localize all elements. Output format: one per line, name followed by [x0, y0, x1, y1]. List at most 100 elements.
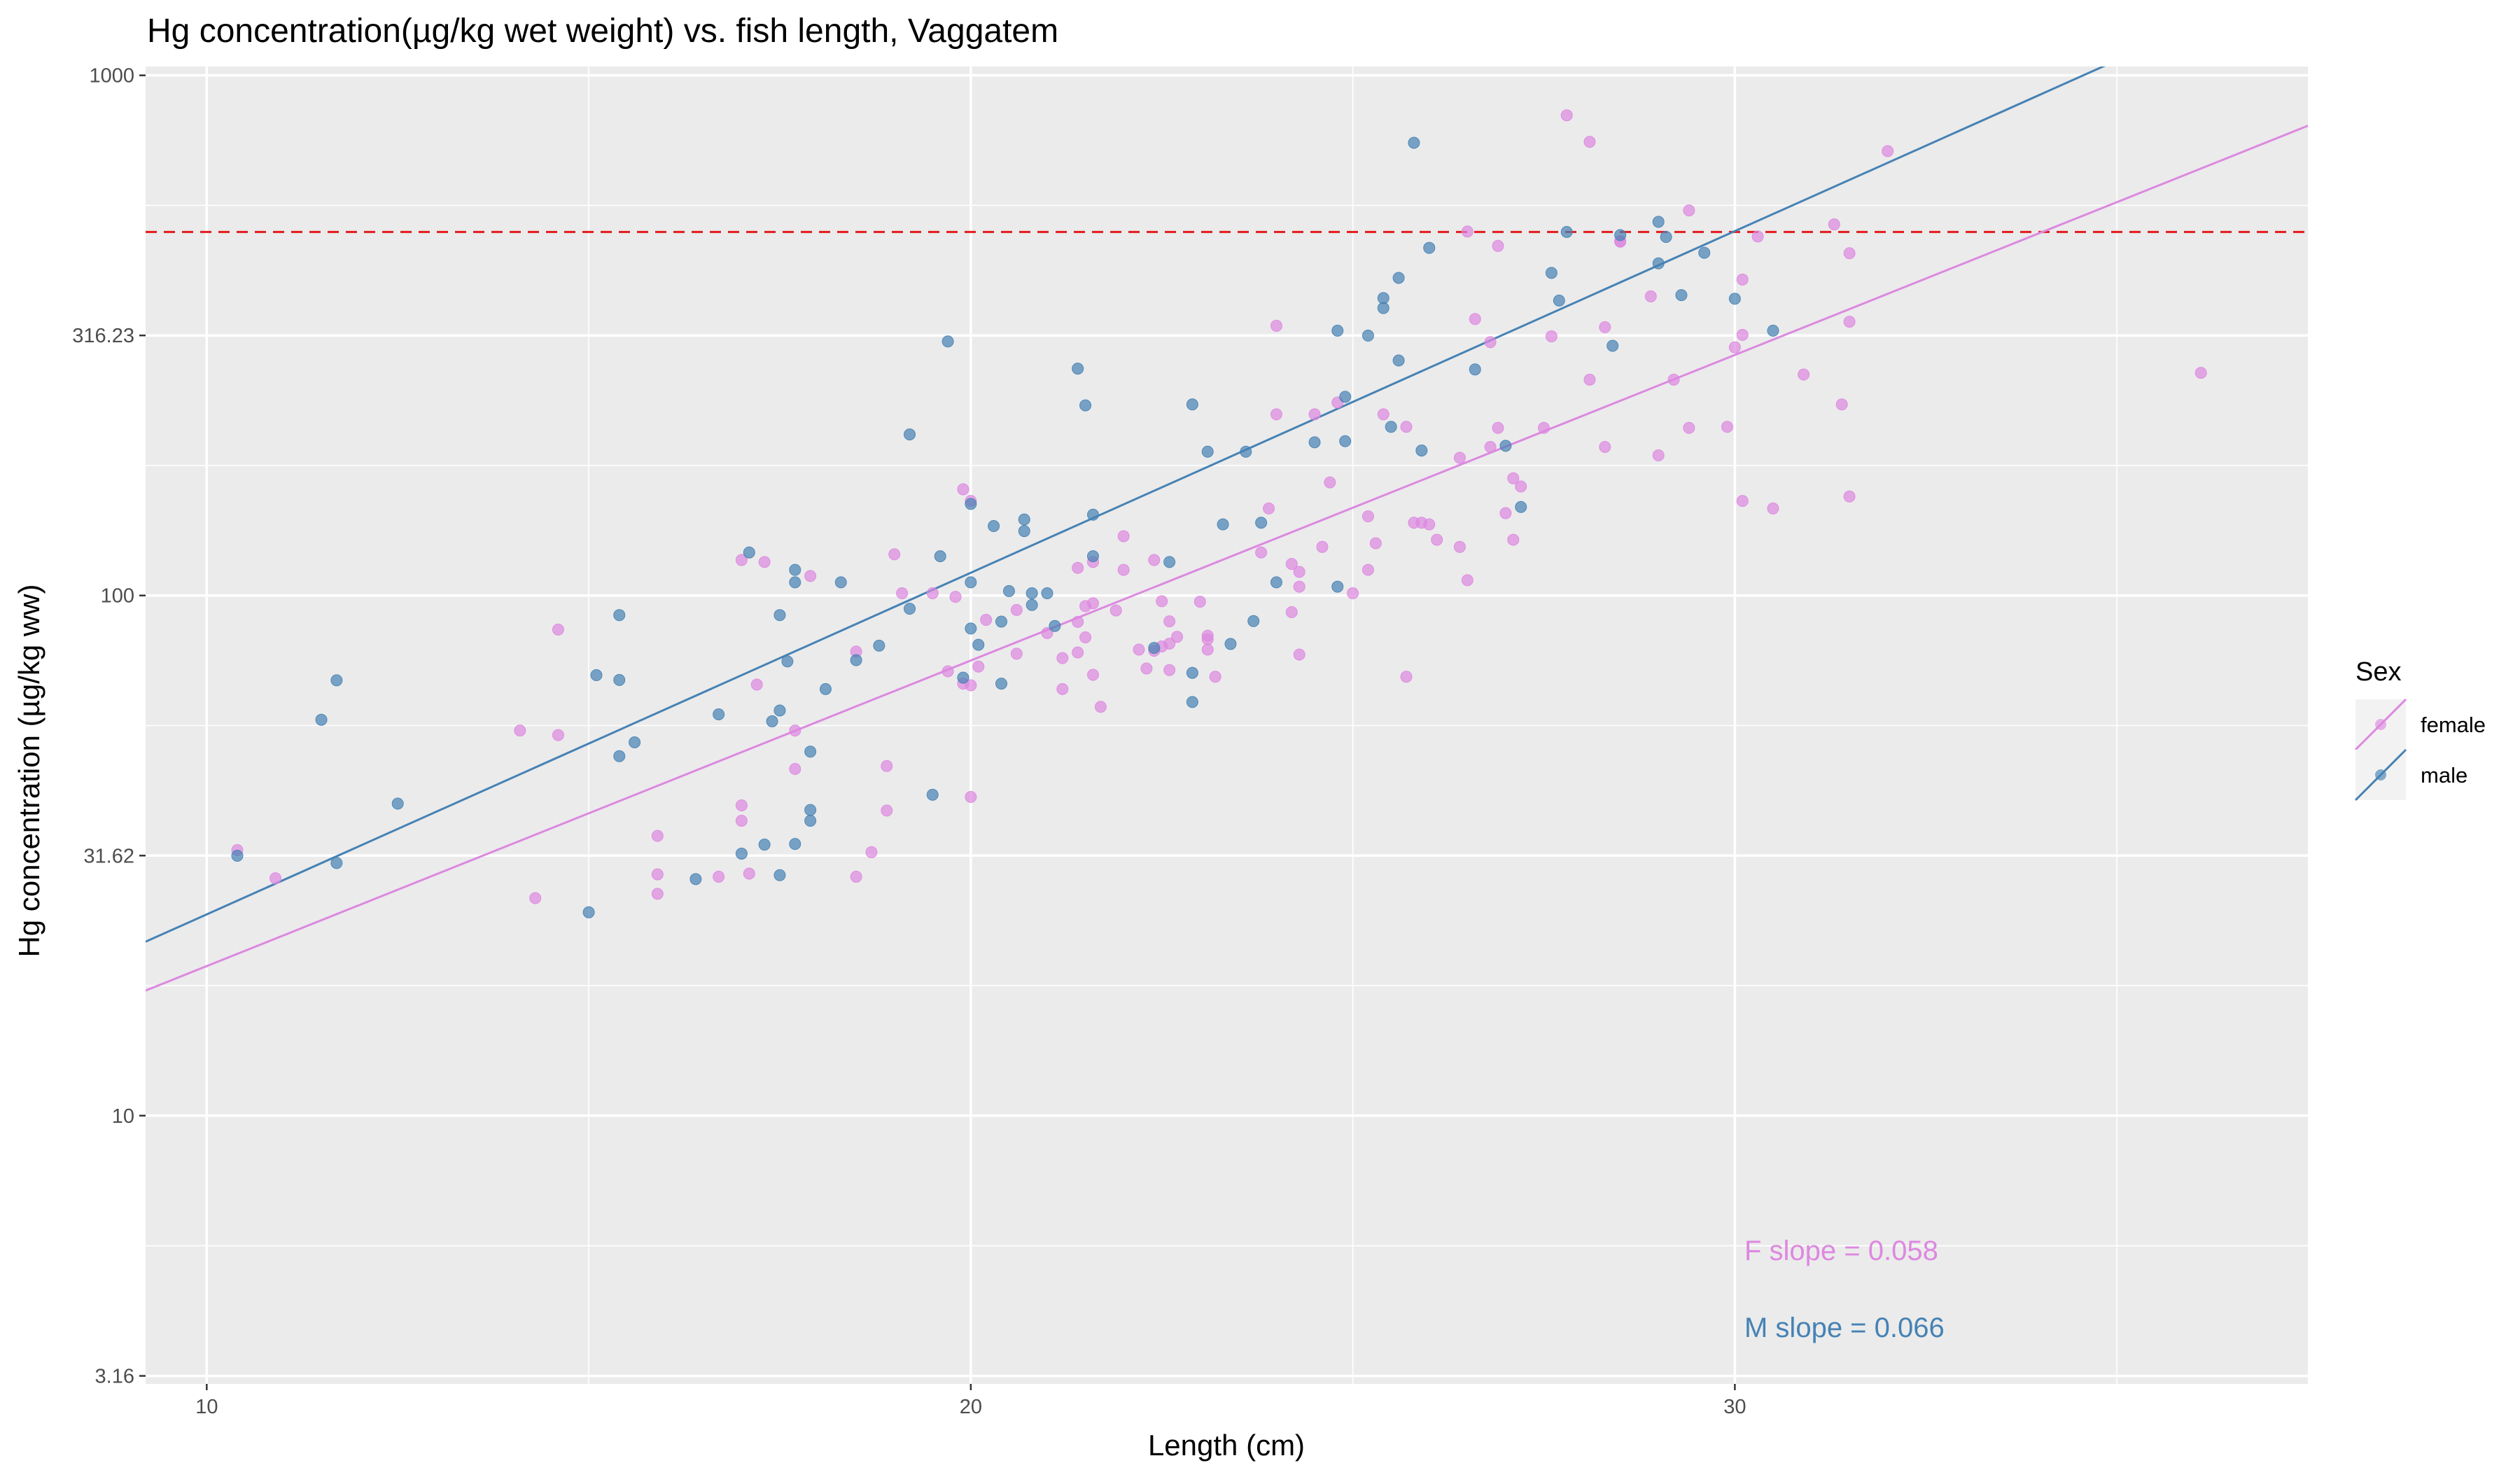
point-female	[1293, 566, 1306, 578]
point-female	[1156, 595, 1168, 608]
point-female	[1798, 368, 1810, 381]
point-female	[1507, 533, 1520, 546]
point-female	[529, 892, 542, 904]
point-female	[1736, 273, 1749, 286]
point-male	[1560, 225, 1573, 238]
point-male	[965, 622, 977, 635]
point-female	[1362, 510, 1374, 523]
point-female	[1751, 230, 1764, 243]
point-female	[1094, 701, 1107, 713]
point-male	[1018, 525, 1030, 538]
point-female	[1400, 421, 1413, 433]
point-female	[1492, 239, 1504, 252]
point-male	[995, 615, 1008, 628]
chart-title: Hg concentration(µg/kg wet weight) vs. f…	[147, 13, 1058, 50]
point-male	[1079, 399, 1092, 412]
point-male	[1331, 324, 1344, 337]
point-male	[1224, 638, 1237, 650]
point-male	[1362, 329, 1374, 342]
y-tick-label: 1000	[89, 65, 134, 88]
point-female	[1431, 533, 1443, 546]
point-male	[965, 576, 977, 589]
point-female	[1667, 373, 1680, 386]
point-female	[1736, 495, 1749, 507]
point-female	[957, 483, 969, 496]
point-male	[766, 715, 778, 727]
point-male	[1086, 508, 1099, 521]
point-female	[1117, 564, 1130, 576]
point-female	[1362, 564, 1374, 576]
point-female	[1263, 502, 1275, 514]
point-male	[904, 603, 916, 615]
point-male	[758, 839, 771, 851]
point-male	[1255, 517, 1268, 529]
point-female	[1163, 638, 1176, 650]
point-female	[1461, 225, 1474, 238]
point-female	[881, 804, 893, 817]
point-male	[713, 708, 725, 720]
y-tick-label: 3.16	[95, 1366, 134, 1388]
point-male	[330, 857, 343, 869]
point-male	[1018, 513, 1030, 526]
point-male	[804, 746, 817, 758]
point-female	[514, 724, 526, 737]
point-male	[1247, 615, 1260, 627]
point-female	[1140, 662, 1153, 675]
point-male	[1086, 550, 1099, 563]
point-male	[315, 713, 328, 726]
point-female	[713, 870, 725, 883]
point-male	[1767, 324, 1779, 337]
point-female	[965, 679, 977, 692]
legend: Sex female male	[2354, 657, 2486, 802]
point-male	[1660, 231, 1672, 244]
point-male	[582, 906, 595, 918]
point-male	[1072, 363, 1084, 375]
x-tick-label: 10	[195, 1396, 218, 1418]
point-female	[1010, 603, 1023, 616]
point-female	[1507, 472, 1520, 484]
point-male	[1308, 436, 1321, 449]
point-female	[1484, 336, 1497, 349]
y-tick-label: 100	[101, 585, 134, 608]
point-female	[651, 868, 664, 881]
point-male	[965, 498, 977, 510]
point-male	[774, 869, 786, 881]
data-points	[231, 109, 2207, 918]
point-male	[1728, 293, 1741, 305]
point-female	[1117, 530, 1130, 542]
point-male	[850, 654, 862, 666]
point-female	[1843, 490, 1856, 503]
point-female	[1583, 373, 1596, 386]
point-male	[1392, 272, 1405, 284]
point-female	[1072, 561, 1084, 574]
point-female	[1056, 682, 1069, 695]
point-female	[1347, 587, 1359, 600]
point-female	[888, 548, 901, 561]
y-tick-label: 31.62	[83, 845, 134, 867]
point-female	[1583, 136, 1596, 148]
point-female	[1293, 580, 1306, 593]
point-female	[1828, 218, 1840, 231]
point-male	[1415, 444, 1428, 457]
point-female	[1461, 574, 1474, 587]
point-female	[735, 799, 748, 811]
point-female	[1469, 313, 1481, 326]
point-female	[1293, 648, 1306, 661]
point-male	[972, 638, 985, 651]
point-male	[1339, 391, 1352, 403]
point-female	[1492, 421, 1504, 434]
point-female	[972, 660, 985, 673]
point-female	[1086, 597, 1099, 610]
point-male	[1698, 246, 1711, 259]
point-female	[1171, 631, 1184, 643]
point-male	[995, 678, 1008, 690]
point-male	[804, 814, 817, 827]
legend-label-male: male	[2421, 763, 2468, 788]
point-male	[391, 797, 404, 810]
point-male	[1385, 421, 1397, 433]
point-female	[1400, 671, 1413, 683]
point-female	[850, 870, 862, 883]
point-female	[1285, 606, 1298, 618]
point-female	[1683, 421, 1695, 434]
point-male	[613, 609, 626, 622]
